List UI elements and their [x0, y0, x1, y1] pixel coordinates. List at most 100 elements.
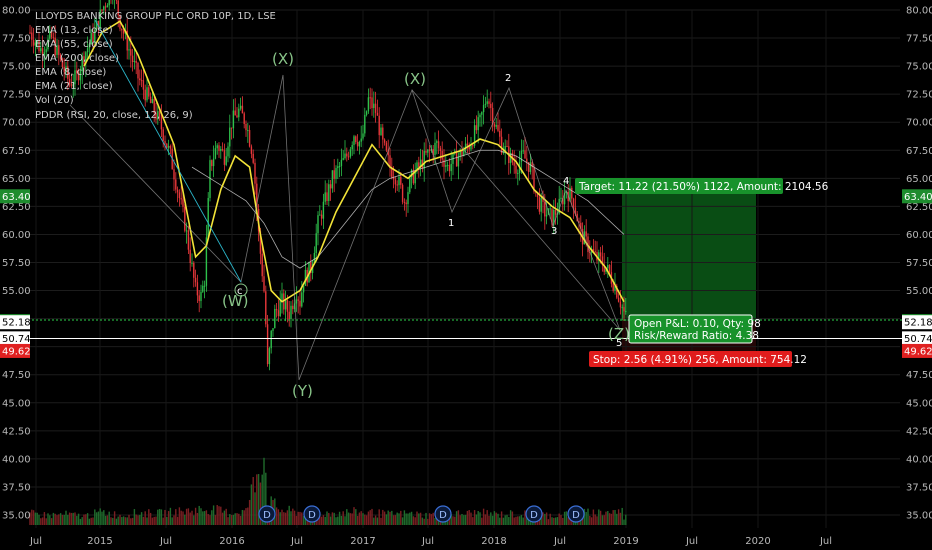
candle-body — [401, 184, 404, 202]
dividend-label: D — [439, 510, 447, 521]
candle-body — [70, 83, 73, 87]
volume-bar — [194, 507, 197, 525]
volume-bar — [112, 517, 114, 525]
wave-label-1: 1 — [448, 218, 454, 229]
price-badge-bg — [0, 189, 30, 204]
volume-bar — [405, 513, 407, 525]
candle-body — [38, 40, 40, 52]
volume-bar — [250, 484, 253, 525]
stop-label[interactable]: Stop: 2.56 (4.91%) 256, Amount: 754.12 — [589, 351, 807, 367]
volume-bar — [484, 514, 487, 525]
candle-body — [473, 125, 476, 146]
candle-body — [216, 145, 218, 149]
candle-body — [88, 44, 91, 49]
volume-bar — [391, 510, 393, 525]
dividend-marker[interactable]: D — [525, 505, 543, 523]
volume-bar — [34, 512, 37, 525]
volume-bar — [45, 518, 47, 525]
candle-body — [437, 141, 440, 149]
candle-body — [135, 60, 137, 63]
open-pl-label[interactable]: Open P&L: 0.10, Qty: 98 Risk/Reward Rati… — [628, 314, 761, 344]
candle-body — [209, 160, 211, 198]
candle-body — [509, 152, 512, 164]
dividend-marker[interactable]: D — [303, 505, 321, 523]
candle-body — [383, 139, 386, 143]
volume-bar — [209, 515, 211, 525]
volume-bar — [229, 514, 231, 525]
volume-bar — [207, 514, 209, 525]
candle-body — [340, 159, 343, 167]
volume-bar — [425, 512, 427, 525]
candle-body — [418, 162, 420, 167]
candle-body — [223, 150, 226, 165]
target-text: Target: 11.22 (21.50%) 1122, Amount: 210… — [578, 181, 829, 193]
volume-bar — [351, 513, 353, 525]
candle-body — [274, 308, 276, 329]
dividend-marker[interactable]: D — [258, 505, 276, 523]
candle-body — [355, 136, 357, 143]
candle-body — [252, 153, 254, 163]
candle-body — [250, 146, 253, 154]
y-tick-label-right: 62.50 — [906, 202, 932, 213]
candle-body — [148, 87, 150, 97]
volume-bar — [234, 513, 236, 525]
volume-bar — [293, 510, 296, 525]
candle-body — [225, 156, 227, 165]
volume-bar — [502, 517, 505, 525]
dividend-label: D — [572, 510, 580, 521]
candle-body — [319, 214, 321, 216]
candle-body — [72, 84, 74, 87]
volume-bar — [378, 509, 380, 525]
dividend-markers[interactable]: D D D D D — [258, 505, 585, 523]
volume-bar — [301, 512, 303, 525]
candle-body — [76, 70, 78, 73]
candle-body — [212, 158, 215, 167]
candle-body — [396, 184, 398, 186]
y-tick-label-right: 45.00 — [906, 398, 932, 409]
volume-bar — [452, 516, 454, 525]
dividend-marker[interactable]: D — [567, 505, 585, 523]
candle-body — [182, 199, 184, 207]
volume-bar — [518, 516, 521, 525]
candle-body — [191, 262, 193, 264]
volume-bar — [477, 511, 479, 525]
candle-body — [40, 48, 42, 52]
risk-reward-text: Risk/Reward Ratio: 4.38 — [634, 330, 759, 342]
candle-body — [394, 179, 397, 185]
volume-bar — [520, 515, 523, 525]
candle-body — [563, 192, 566, 205]
y-tick-label-left: 45.00 — [2, 398, 31, 409]
volume-bar — [286, 510, 289, 525]
candle-body — [427, 149, 429, 153]
volume-bar — [90, 517, 92, 525]
volume-bar — [65, 510, 67, 525]
candle-body — [378, 115, 380, 136]
candle-body — [99, 9, 101, 29]
candle-body — [292, 305, 294, 310]
dividend-marker[interactable]: D — [434, 505, 452, 523]
candle-body — [79, 71, 82, 81]
candle-body — [293, 303, 296, 310]
candle-body — [137, 62, 139, 79]
volume-bar — [524, 510, 526, 525]
volume-bar — [185, 508, 188, 525]
candle-body — [603, 264, 605, 272]
volume-bar — [97, 511, 100, 525]
volume-bar — [113, 511, 116, 525]
candle-body — [475, 125, 478, 131]
volume-bar — [517, 516, 519, 525]
candle-body — [90, 32, 92, 45]
volume-bar — [202, 511, 204, 525]
candle-body — [533, 167, 535, 192]
candle-body — [470, 145, 472, 150]
volume-bar — [139, 515, 141, 525]
volume-bar — [454, 516, 456, 525]
candle-body — [481, 112, 483, 115]
target-label[interactable]: Target: 11.22 (21.50%) 1122, Amount: 210… — [575, 178, 829, 194]
y-tick-label-left: 35.00 — [2, 511, 31, 522]
candle-body — [194, 277, 197, 283]
volume-bar — [295, 515, 298, 525]
candle-body — [232, 110, 235, 129]
volume-bar — [169, 507, 172, 525]
